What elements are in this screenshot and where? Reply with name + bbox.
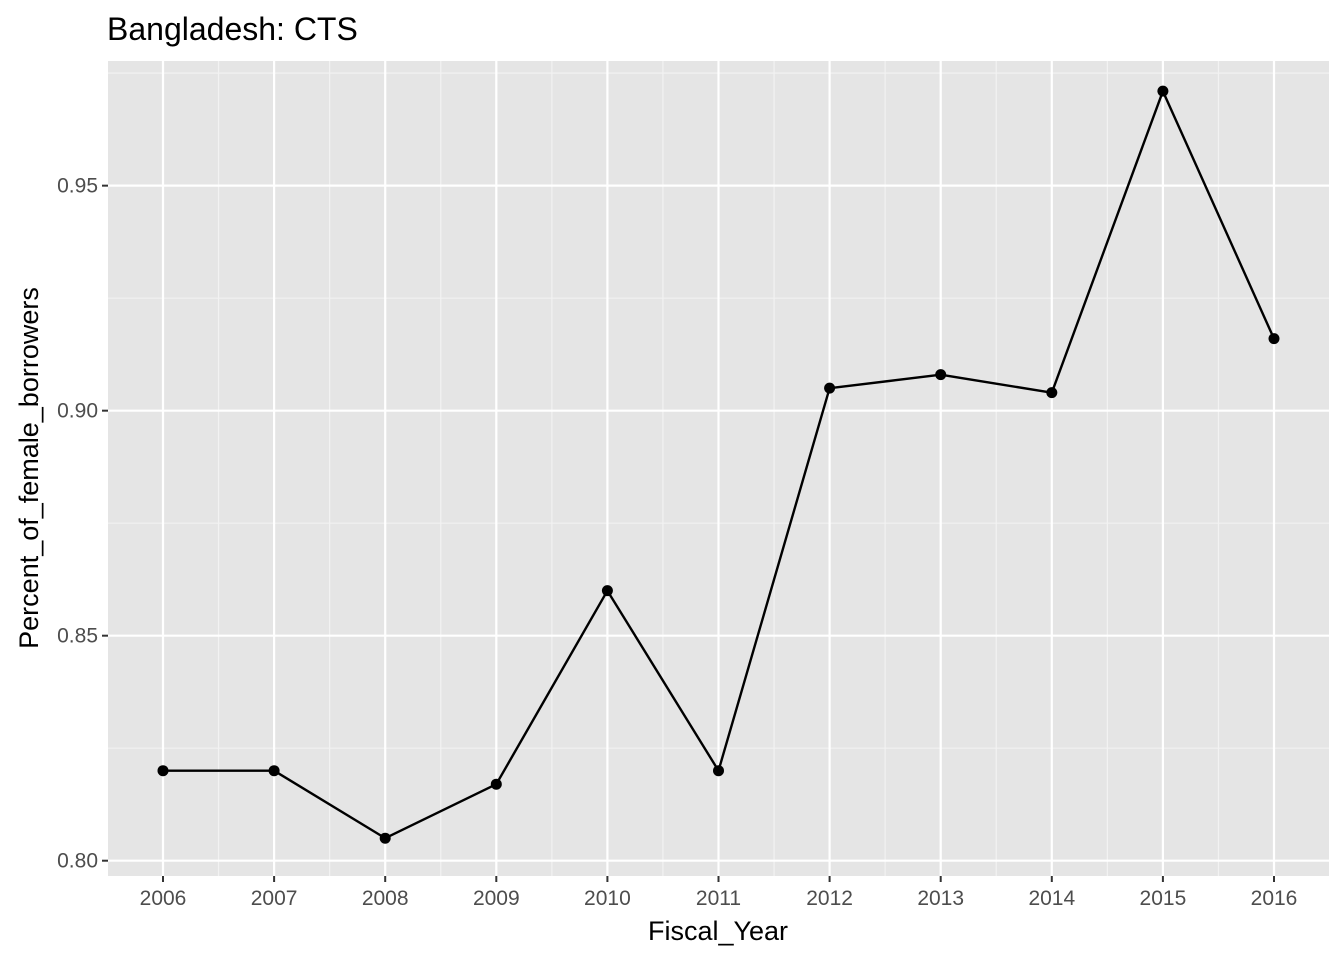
- data-point-2010: [601, 585, 613, 597]
- data-point-2013: [935, 369, 947, 381]
- x-axis-title: Fiscal_Year: [648, 916, 788, 946]
- x-tick-label: 2016: [1251, 887, 1298, 910]
- y-tick-label: 0.85: [57, 625, 98, 648]
- data-point-2007: [268, 765, 280, 777]
- y-axis-title: Percent_of_female_borrowers: [14, 287, 44, 649]
- data-point-2011: [713, 765, 724, 777]
- y-tick-label: 0.80: [57, 850, 98, 873]
- x-tick-label: 2011: [696, 887, 741, 910]
- series-layer: [157, 85, 1280, 844]
- x-tick-label: 2015: [1140, 887, 1187, 910]
- data-point-2009: [490, 778, 502, 790]
- chart-title: Bangladesh: CTS: [107, 11, 358, 47]
- data-point-2008: [379, 832, 391, 844]
- data-point-2012: [824, 382, 836, 394]
- data-point-2016: [1268, 333, 1280, 345]
- x-tick-label: 2013: [917, 887, 964, 910]
- data-point-2015: [1157, 85, 1169, 97]
- y-axis: 0.80 0.85 0.90 0.95: [57, 175, 108, 873]
- x-tick-label: 2009: [473, 887, 520, 910]
- y-tick-label: 0.90: [57, 400, 98, 423]
- y-tick-label: 0.95: [57, 175, 98, 198]
- x-tick-label: 2012: [806, 887, 853, 910]
- major-gridlines: [108, 61, 1329, 876]
- x-tick-label: 2007: [251, 887, 298, 910]
- x-tick-label: 2008: [362, 887, 409, 910]
- x-tick-label: 2014: [1028, 887, 1075, 910]
- data-point-2014: [1046, 387, 1058, 399]
- x-axis: 2006 2007 2008 2009 2010 2011 2012 2013 2014 2015…: [140, 876, 1298, 910]
- x-tick-label: 2006: [140, 887, 187, 910]
- data-point-2006: [157, 765, 169, 777]
- x-tick-label: 2010: [584, 887, 631, 910]
